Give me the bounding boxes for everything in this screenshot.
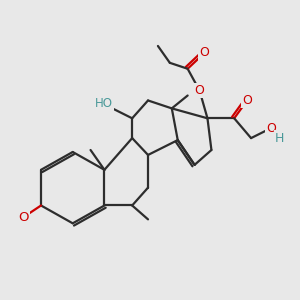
Text: O: O xyxy=(195,84,205,97)
Text: O: O xyxy=(200,46,209,59)
Text: HO: HO xyxy=(94,97,112,110)
Text: O: O xyxy=(18,211,28,224)
Text: O: O xyxy=(266,122,276,135)
Text: O: O xyxy=(242,94,252,107)
Text: H: H xyxy=(275,132,284,145)
